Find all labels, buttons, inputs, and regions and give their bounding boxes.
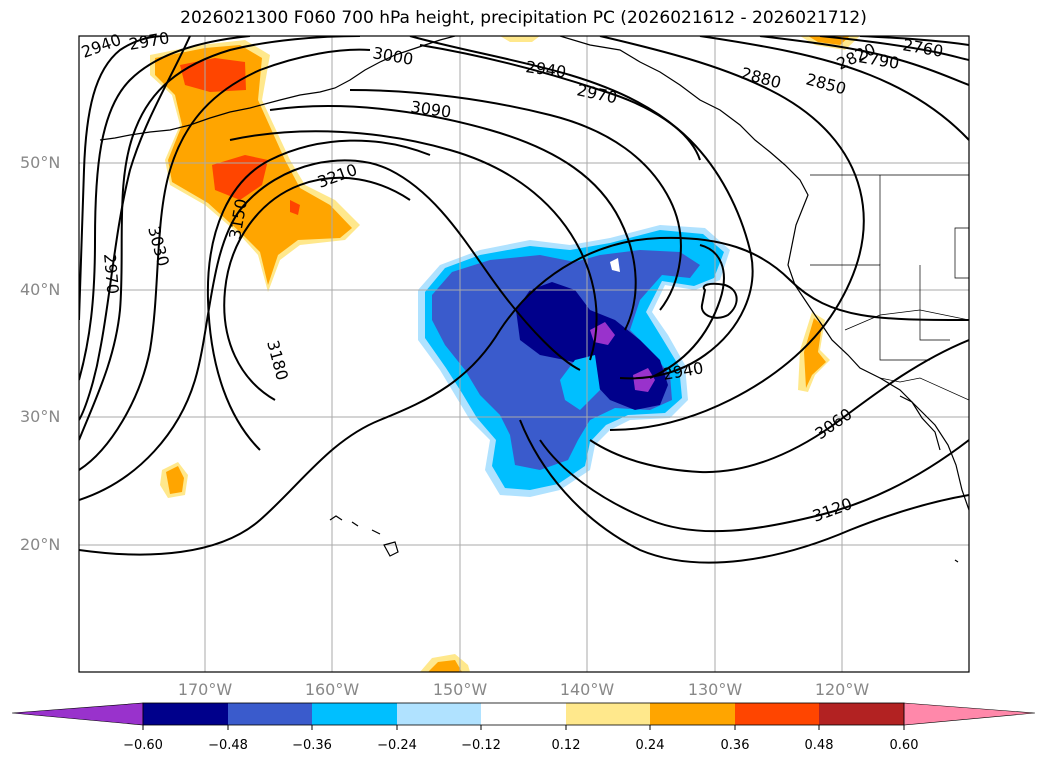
colorbar-bin (228, 703, 312, 725)
contour-label: 3000 (371, 43, 414, 69)
lat-label: 20°N (20, 535, 61, 554)
positive-precip-shading (150, 36, 860, 672)
colorbar-extend-min (11, 702, 144, 726)
contour-label: 2970 (100, 253, 122, 295)
contour-label: 2940 (524, 57, 567, 81)
contour-label: 3060 (811, 404, 855, 443)
graticule (79, 36, 969, 672)
colorbar-tick-label: 0.60 (889, 738, 919, 753)
colorbar (11, 702, 1036, 730)
colorbar-tick-label: 0.24 (635, 738, 665, 753)
colorbar-tick-label: −0.12 (461, 738, 501, 753)
lon-label: 140°W (559, 680, 615, 699)
colorbar-tick-label: −0.24 (377, 738, 417, 753)
lon-label: 130°W (687, 680, 743, 699)
height-contours (79, 36, 969, 564)
map-plot-area (79, 36, 969, 672)
lon-label: 160°W (304, 680, 360, 699)
coastlines (99, 36, 969, 563)
colorbar-extend-max (903, 702, 1036, 726)
contour-label: 3180 (263, 338, 292, 382)
colorbar-bin (735, 703, 819, 725)
contour-label: 2970 (575, 80, 619, 107)
contour-label: 2970 (127, 28, 170, 54)
lon-label: 120°W (814, 680, 870, 699)
colorbar-tick-label: −0.36 (292, 738, 332, 753)
colorbar-bin (143, 703, 228, 725)
lat-label: 50°N (20, 153, 61, 172)
colorbar-tick-label: 0.12 (551, 738, 581, 753)
contour-label: 3120 (810, 494, 855, 526)
colorbar-bin (312, 703, 397, 725)
contour-label: 2760 (901, 35, 944, 61)
map-title: 2026021300 F060 700 hPa height, precipit… (180, 8, 867, 28)
lon-label: 170°W (177, 680, 233, 699)
colorbar-bin (819, 703, 904, 725)
lat-label: 40°N (20, 280, 61, 299)
lon-label: 150°W (432, 680, 488, 699)
contour-label: 3030 (144, 224, 173, 268)
borders (810, 174, 969, 401)
colorbar-bin (650, 703, 735, 725)
contour-label: 2880 (739, 64, 783, 93)
colorbar-tick-label: −0.48 (208, 738, 248, 753)
colorbar-bin (566, 703, 650, 725)
contour-label: 2940 (79, 30, 124, 62)
colorbar-tick-label: 0.48 (804, 738, 834, 753)
contour-label: 3090 (409, 97, 452, 121)
colorbar-bin (481, 703, 566, 725)
contour-label: 3210 (315, 160, 360, 192)
lat-label: 30°N (20, 407, 61, 426)
colorbar-tick-label: 0.36 (720, 738, 750, 753)
map-frame (78, 35, 970, 673)
colorbar-tick-label: −0.60 (123, 738, 163, 753)
contour-label: 2790 (857, 47, 900, 73)
colorbar-bin (397, 703, 481, 725)
